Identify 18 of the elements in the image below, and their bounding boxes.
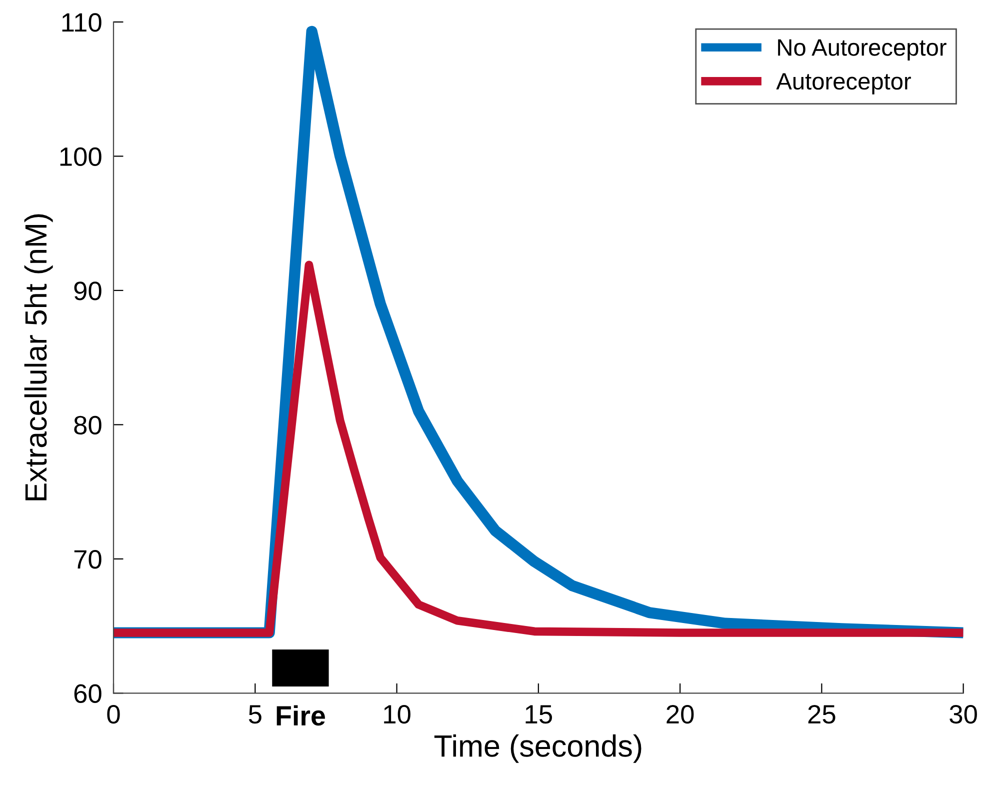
y-tick-label: 80 xyxy=(74,416,102,435)
band-label: Fire xyxy=(276,705,325,726)
y-tick-label: 70 xyxy=(74,550,102,569)
x-tick-label: 20 xyxy=(666,704,694,724)
x-tick-label: 25 xyxy=(808,704,836,724)
legend-label: No Autoreceptor xyxy=(778,39,946,61)
x-tick-label: 10 xyxy=(384,704,410,724)
x-tick-label: 30 xyxy=(950,704,977,724)
x-tick-label: 15 xyxy=(526,705,552,724)
y-tick-label: 100 xyxy=(60,147,102,166)
x-tick-label: 5 xyxy=(248,705,262,724)
y-tick-label: 60 xyxy=(74,684,102,703)
y-tick-label: 110 xyxy=(62,13,102,32)
y-axis-title: Extracellular 5ht (nM) xyxy=(24,214,53,500)
y-tick-label: 90 xyxy=(74,282,102,300)
legend-label: Autoreceptor xyxy=(776,73,911,94)
x-tick-label: 0 xyxy=(107,704,120,724)
x-axis-title: Time (seconds) xyxy=(434,734,642,763)
